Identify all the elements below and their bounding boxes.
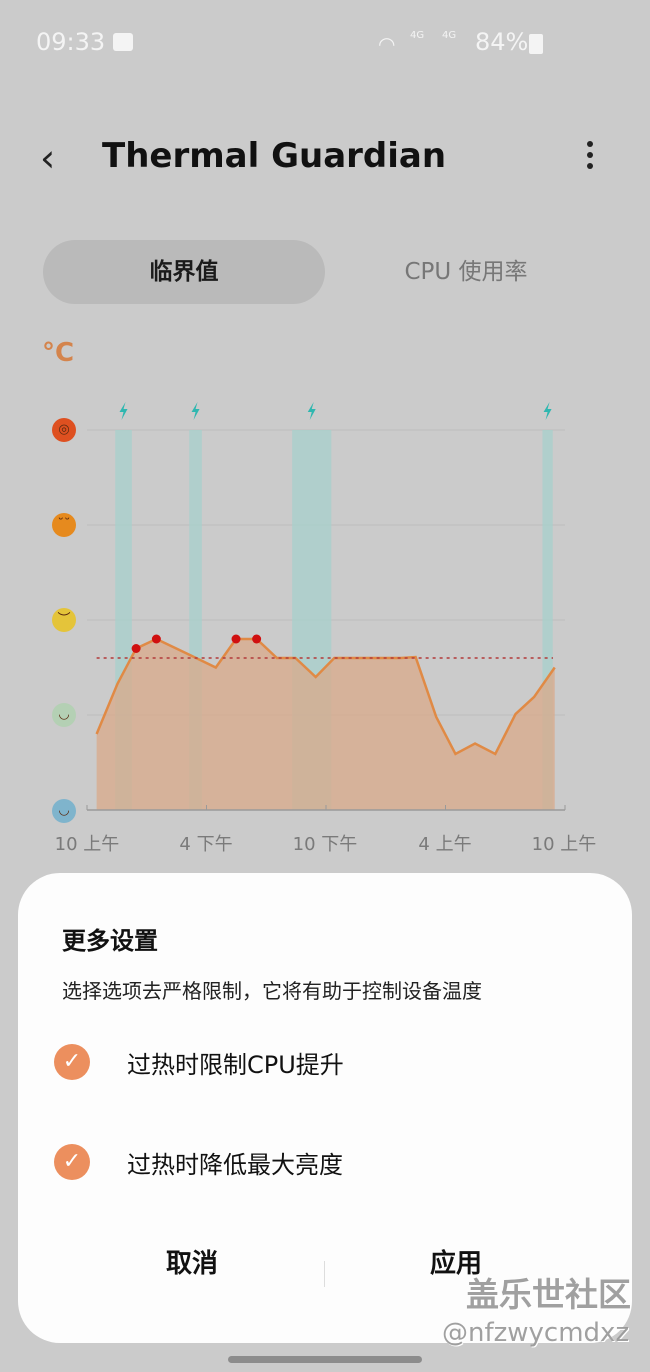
x-tick: 10 上午 — [531, 834, 597, 855]
apply-button[interactable]: 应用 — [429, 1249, 482, 1279]
option-label: 过热时降低最大亮度 — [127, 1151, 343, 1179]
option-label: 过热时限制CPU提升 — [127, 1051, 344, 1079]
checkbox-checked-icon[interactable]: ✓ — [54, 1144, 90, 1180]
signal-4g-icon: 4G — [442, 30, 457, 41]
x-tick: 4 下午 — [179, 834, 233, 855]
temperature-area — [96, 639, 555, 810]
lightning-bolt-icon — [307, 402, 316, 420]
more-settings-sheet: 更多设置 选择选项去严格限制，它将有助于控制设备温度 ✓ 过热时限制CPU提升 … — [18, 873, 632, 1343]
cancel-button[interactable]: 取消 — [165, 1249, 218, 1279]
x-tick: 10 下午 — [292, 834, 358, 855]
option-reduce-brightness[interactable]: ✓ 过热时降低最大亮度 — [54, 1142, 594, 1182]
hot-face-icon: ˘˘ — [52, 513, 76, 537]
overheated-face-icon: ◎ — [52, 418, 76, 442]
temperature-line — [95, 637, 556, 756]
overheat-marker — [131, 644, 141, 653]
sheet-title: 更多设置 — [62, 927, 158, 955]
chevron-left-icon: ‹ — [40, 136, 56, 180]
unit-label: °C — [42, 338, 75, 368]
checkbox-checked-icon[interactable]: ✓ — [54, 1044, 90, 1080]
home-indicator[interactable] — [228, 1356, 422, 1363]
lightning-bolt-icon — [119, 402, 128, 420]
watermark-user: @nfzwycmdxz — [442, 1318, 630, 1348]
sheet-description: 选择选项去严格限制，它将有助于控制设备温度 — [62, 979, 482, 1003]
signal-4g-icon: 4G — [410, 30, 425, 41]
option-limit-cpu-boost[interactable]: ✓ 过热时限制CPU提升 — [54, 1042, 594, 1082]
very-cold-face-icon: ◡ — [52, 799, 76, 823]
tab-cpu-usage[interactable]: CPU 使用率 — [404, 259, 528, 285]
x-tick: 10 上午 — [54, 834, 120, 855]
overheat-marker — [151, 634, 161, 644]
battery-percent: 84% — [475, 28, 529, 56]
page-title: Thermal Guardian — [102, 136, 447, 176]
lightning-bolt-icon — [543, 402, 552, 420]
neutral-face-icon: ︶ — [52, 608, 76, 632]
battery-icon — [529, 34, 543, 54]
temperature-chart — [86, 402, 566, 811]
gallery-icon — [113, 33, 133, 51]
tab-threshold[interactable]: 临界值 — [43, 240, 325, 304]
lightning-bolt-icon — [191, 402, 200, 420]
overheat-marker — [231, 634, 241, 644]
button-divider — [324, 1261, 325, 1287]
status-time: 09:33 — [36, 28, 106, 56]
wifi-icon: ◠ — [378, 32, 396, 56]
more-options-button[interactable] — [578, 138, 602, 174]
overheat-marker — [252, 634, 262, 644]
back-button[interactable]: ‹ — [40, 136, 55, 180]
charging-band — [542, 430, 553, 810]
watermark-logo: 盖乐世社区 — [466, 1275, 631, 1314]
cool-face-icon: ◡ — [52, 703, 76, 727]
x-tick: 4 上午 — [418, 834, 472, 855]
